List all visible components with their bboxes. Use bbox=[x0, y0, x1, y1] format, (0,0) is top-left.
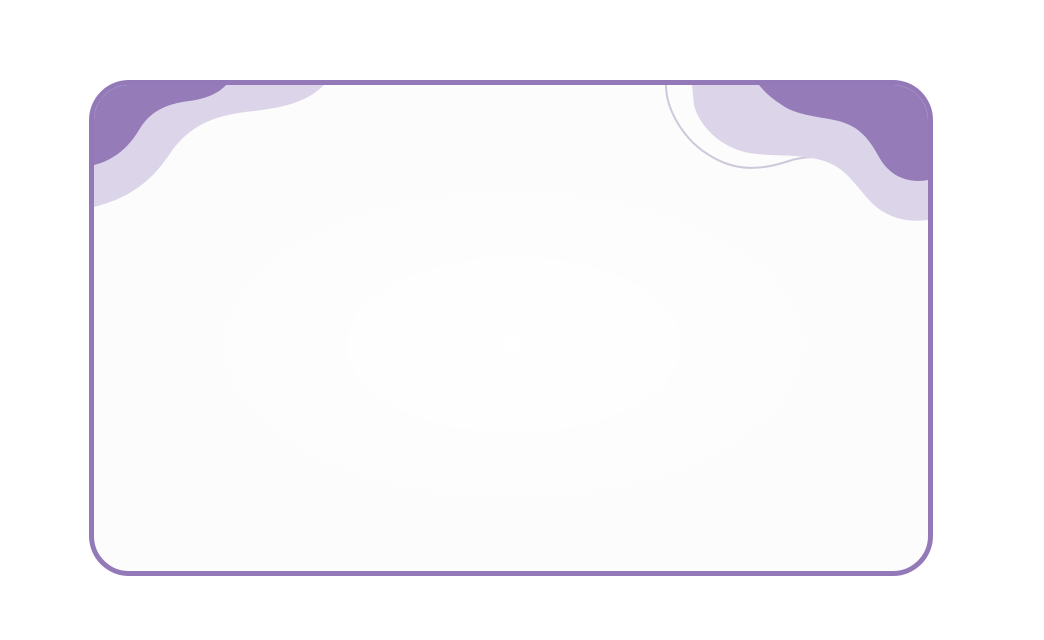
rounded-card bbox=[89, 80, 933, 576]
card-decoration bbox=[94, 85, 928, 221]
top-right-purple-wave bbox=[759, 85, 928, 181]
top-left-purple-wave bbox=[94, 85, 226, 165]
top-left-light-wave bbox=[94, 85, 324, 207]
